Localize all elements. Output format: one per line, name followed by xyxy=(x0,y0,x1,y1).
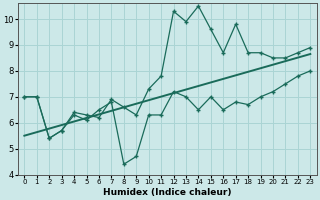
X-axis label: Humidex (Indice chaleur): Humidex (Indice chaleur) xyxy=(103,188,232,197)
